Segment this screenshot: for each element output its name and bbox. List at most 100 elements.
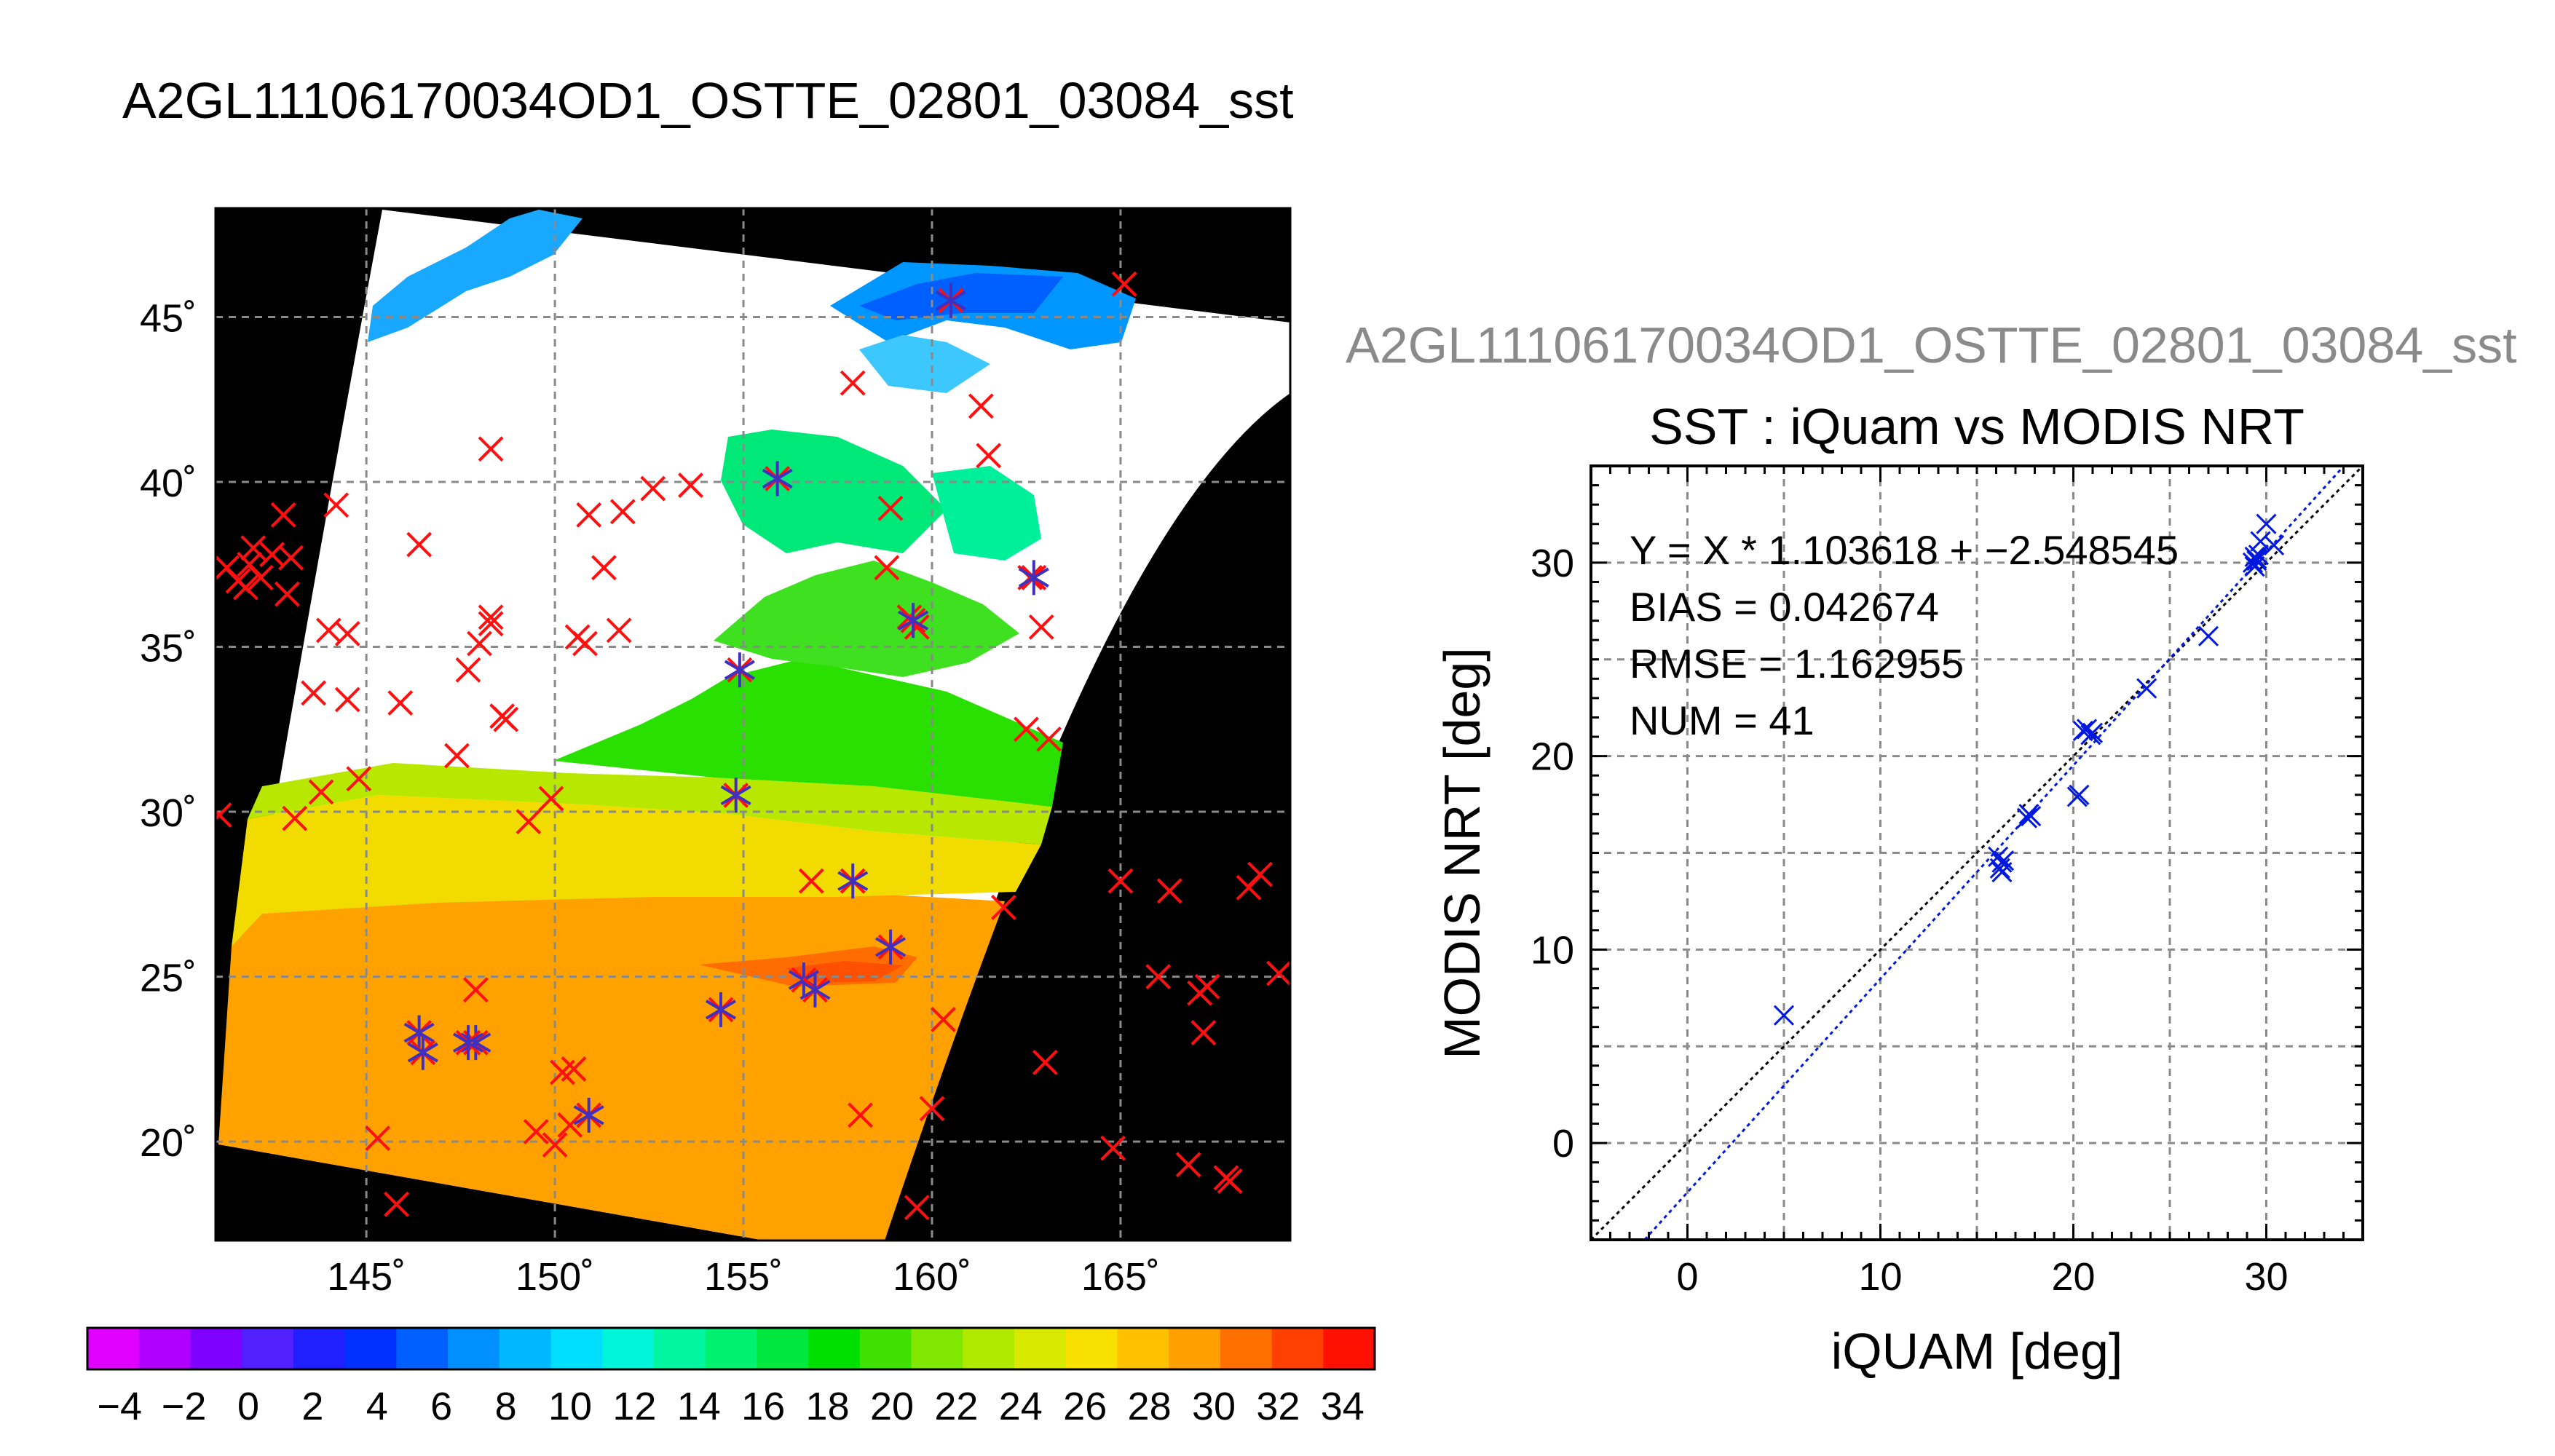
colorbar-tick-label: 18 xyxy=(806,1385,850,1428)
map-lon-ticks: 145˚ 150˚ 155˚ 160˚ 165˚ xyxy=(327,1255,1160,1299)
colorbar-cell xyxy=(859,1328,912,1369)
scatter-annotations: Y = X * 1.103618 + −2.548545 BIAS = 0.04… xyxy=(1630,527,2179,743)
ship-marker xyxy=(270,502,296,528)
ship-marker xyxy=(478,611,504,637)
colorbar-cell xyxy=(87,1328,140,1369)
ship-marker xyxy=(384,1191,410,1217)
scatter-point xyxy=(2250,531,2271,552)
ship-marker xyxy=(848,1102,874,1128)
colorbar-tick-label: 32 xyxy=(1256,1385,1300,1428)
swath-skyblue xyxy=(859,335,990,393)
ship-marker xyxy=(323,492,350,518)
map-lon-tick-label: 160˚ xyxy=(893,1255,971,1299)
ship-marker xyxy=(606,617,632,644)
scatter-y-label: MODIS NRT [deg] xyxy=(1434,647,1490,1059)
colorbar-tick-label: −2 xyxy=(162,1385,207,1428)
swath-darkblue xyxy=(859,273,1063,320)
scatter-point xyxy=(2076,719,2098,740)
scatter-suptitle: A2GL11106170034OD1_OSTTE_02801_03084_sst xyxy=(1346,317,2517,373)
match-marker-blue xyxy=(762,461,793,496)
ship-marker xyxy=(1217,1168,1243,1194)
ship-marker xyxy=(334,621,360,646)
scatter-x-tick-label: 10 xyxy=(1858,1255,1902,1299)
ship-marker xyxy=(1175,1152,1201,1178)
colorbar-cell xyxy=(344,1328,397,1369)
colorbar-cell xyxy=(808,1328,861,1369)
ship-marker xyxy=(1107,868,1134,894)
map-lat-tick-label: 30˚ xyxy=(140,791,197,835)
colorbar-tick-label: 34 xyxy=(1321,1385,1365,1428)
match-marker-blue xyxy=(875,929,907,965)
colorbar-cell xyxy=(1271,1328,1324,1369)
match-marker-blue xyxy=(935,282,966,318)
scatter-point xyxy=(2256,513,2277,534)
ship-marker xyxy=(640,475,666,502)
main-title: A2GL11106170034OD1_OSTTE_02801_03084_sst xyxy=(122,72,1294,129)
annotation-bias: BIAS = 0.042674 xyxy=(1630,584,1939,630)
colorbar-cell xyxy=(448,1328,500,1369)
scatter-point xyxy=(1994,850,2015,871)
ship-marker xyxy=(516,809,542,835)
swath-lightgreen-north xyxy=(721,430,947,553)
match-marker-blue xyxy=(837,863,869,899)
colorbar-cell xyxy=(1220,1328,1273,1369)
ship-marker xyxy=(406,531,433,558)
scatter-y-tick-label: 30 xyxy=(1531,542,1574,585)
map-lat-tick-label: 45˚ xyxy=(140,297,197,341)
ship-marker xyxy=(609,499,636,525)
ship-marker xyxy=(1028,614,1054,640)
colorbar-tick-label: 22 xyxy=(934,1385,978,1428)
colorbar-tick-label: 6 xyxy=(430,1385,452,1428)
match-marker-blue xyxy=(460,1025,491,1061)
colorbar-tick-label: 16 xyxy=(741,1385,785,1428)
ship-marker xyxy=(557,1112,583,1138)
swath-green xyxy=(553,659,1063,807)
ship-marker xyxy=(561,1056,587,1082)
scatter-title: SST : iQuam vs MODIS NRT xyxy=(1649,398,2305,455)
map-lon-tick-label: 165˚ xyxy=(1081,1255,1160,1299)
ship-marker xyxy=(478,436,504,462)
match-marker-blue xyxy=(452,1025,484,1061)
ship-marker xyxy=(1145,964,1172,989)
scatter-point xyxy=(2021,805,2042,827)
ship-marker xyxy=(877,495,904,521)
ship-marker xyxy=(444,743,470,769)
ship-marker xyxy=(308,779,334,805)
ship-marker xyxy=(576,502,602,528)
ship-marker xyxy=(572,630,598,657)
ship-marker xyxy=(387,690,414,716)
ship-marker xyxy=(1100,1135,1126,1161)
match-marker-blue xyxy=(573,1097,604,1133)
map-ship-markers xyxy=(216,271,1290,1221)
ship-marker xyxy=(904,1195,930,1221)
scatter-y-tick-label: 10 xyxy=(1531,928,1574,972)
scatter-x-label: iQUAM [deg] xyxy=(1831,1323,2123,1380)
colorbar-tick-label: 8 xyxy=(495,1385,517,1428)
colorbar-tick-label: 12 xyxy=(612,1385,656,1428)
scatter-chart: SST : iQuam vs MODIS NRT 0 10 20 30 0 10 20 30… xyxy=(1434,398,2364,1380)
map-lat-tick-label: 40˚ xyxy=(140,462,197,505)
colorbar-cell xyxy=(499,1328,551,1369)
map-lat-ticks: 45˚ 40˚ 35˚ 30˚ 25˚ 20˚ xyxy=(140,297,197,1166)
ship-marker xyxy=(301,680,327,706)
ship-marker xyxy=(1014,716,1039,743)
match-marker-blue xyxy=(898,603,929,638)
colorbar-frame xyxy=(86,1326,1376,1371)
scatter-x-tick-label: 20 xyxy=(2051,1255,2095,1299)
ship-marker xyxy=(798,868,824,894)
map-lon-tick-label: 155˚ xyxy=(704,1255,783,1299)
swath-lightgreen-center xyxy=(932,466,1041,561)
colorbar-tick-label: 0 xyxy=(237,1385,259,1428)
scatter-point xyxy=(2197,625,2219,646)
ship-marker xyxy=(919,1096,945,1122)
ship-marker xyxy=(1194,973,1220,1000)
annotation-rmse: RMSE = 1.162955 xyxy=(1630,641,1964,687)
swath-yellowgreen xyxy=(248,763,1052,844)
colorbar-cells xyxy=(87,1328,1375,1369)
ship-marker xyxy=(1247,861,1273,887)
colorbar-tick-label: 24 xyxy=(999,1385,1043,1428)
colorbar-cell xyxy=(963,1328,1015,1369)
annotation-fit: Y = X * 1.103618 + −2.548545 xyxy=(1630,527,2179,573)
scatter-point xyxy=(2082,722,2104,743)
